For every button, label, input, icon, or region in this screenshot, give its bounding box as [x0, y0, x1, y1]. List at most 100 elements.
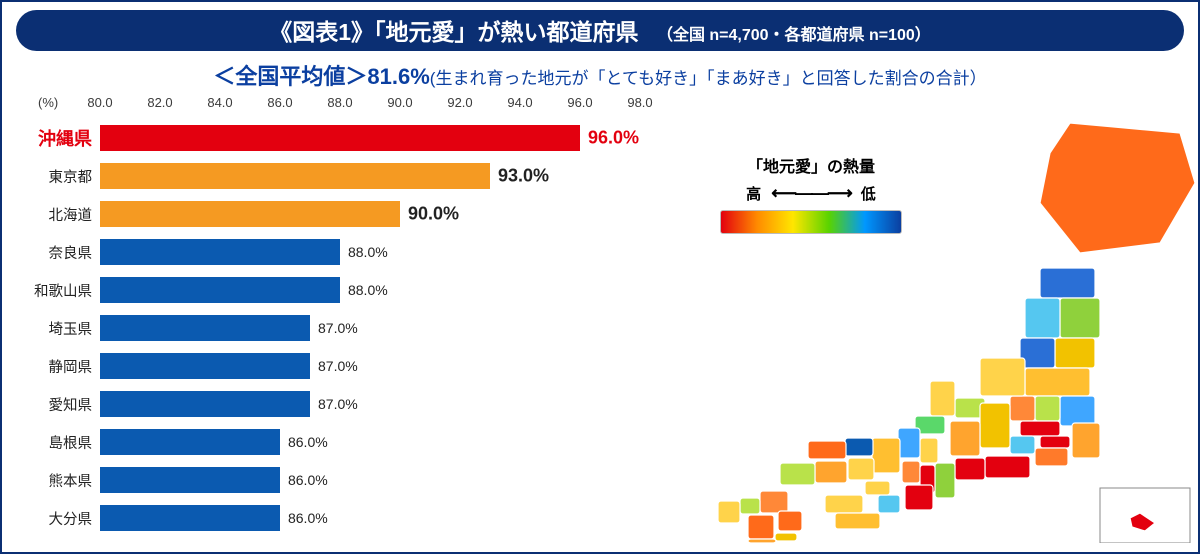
prefecture-福岡県 [760, 491, 788, 513]
prefecture-福島県 [1025, 368, 1090, 396]
prefecture-京都府 [898, 428, 920, 458]
bar-label: 愛知県 [20, 394, 100, 415]
bar-row: 大分県 86.0% [20, 499, 640, 537]
bar-value: 87.0% [318, 358, 358, 374]
prefecture-山口県 [780, 463, 815, 485]
prefecture-山梨県 [1010, 436, 1035, 454]
bar-row: 島根県 86.0% [20, 423, 640, 461]
prefecture-新潟県 [980, 358, 1025, 396]
prefecture-静岡県 [985, 456, 1030, 478]
prefecture-熊本県 [748, 515, 774, 539]
bar-label: 和歌山県 [20, 280, 100, 301]
bar-row: 熊本県 86.0% [20, 461, 640, 499]
bar-row: 沖縄県 96.0% [20, 119, 640, 157]
figure-frame: 《図表1》「地元愛」が熱い都道府県 （全国 n=4,700・各都道府県 n=10… [0, 0, 1200, 554]
subtitle-lead: ＜全国平均値＞81.6% [213, 64, 429, 89]
bar-label: 埼玉県 [20, 318, 100, 339]
prefecture-岡山県 [848, 458, 874, 480]
bar-value: 96.0% [588, 128, 639, 149]
bar-track: 86.0% [100, 499, 640, 537]
prefecture-北海道 [1040, 123, 1195, 253]
bar-track: 88.0% [100, 271, 640, 309]
prefecture-岩手県 [1060, 298, 1100, 338]
prefecture-高知県 [835, 513, 880, 529]
bar [100, 315, 310, 341]
bar-label: 奈良県 [20, 242, 100, 263]
bar-value: 86.0% [288, 434, 328, 450]
bar-value: 93.0% [498, 166, 549, 187]
bar [100, 467, 280, 493]
bar-label: 北海道 [20, 204, 100, 225]
japan-map [640, 103, 1200, 543]
prefecture-長崎県 [718, 501, 740, 523]
prefecture-石川県 [930, 381, 955, 416]
bar-track: 87.0% [100, 309, 640, 347]
prefecture-兵庫県 [872, 438, 900, 473]
bar [100, 239, 340, 265]
bar-label: 大分県 [20, 508, 100, 529]
prefecture-青森県 [1040, 268, 1095, 298]
x-tick: 94.0 [507, 95, 532, 110]
prefecture-鹿児島県 [748, 539, 776, 543]
bar-label: 熊本県 [20, 470, 100, 491]
x-tick: 96.0 [567, 95, 592, 110]
x-axis: 80.082.084.086.088.090.092.094.096.098.0 [100, 95, 640, 113]
bar-row: 北海道90.0% [20, 195, 640, 233]
bar [100, 163, 490, 189]
bar-track: 90.0% [100, 195, 640, 233]
bar-track: 87.0% [100, 385, 640, 423]
bar-value: 87.0% [318, 396, 358, 412]
bar-value: 88.0% [348, 282, 388, 298]
title-main: 《図表1》「地元愛」が熱い都道府県 [269, 19, 638, 45]
bar-track: 93.0% [100, 157, 640, 195]
bar-row: 静岡県 87.0% [20, 347, 640, 385]
prefecture-栃木県 [1035, 396, 1060, 421]
bar-label: 島根県 [20, 432, 100, 453]
bar [100, 429, 280, 455]
prefecture-岐阜県 [950, 421, 980, 456]
prefecture-香川県 [865, 481, 890, 495]
bar [100, 277, 340, 303]
bar [100, 353, 310, 379]
bar-row: 東京都93.0% [20, 157, 640, 195]
prefecture-和歌山県 [905, 485, 933, 510]
prefecture-島根県 [808, 441, 846, 459]
map-panel: 「地元愛」の熱量 高 ⟵——⟶ 低 [640, 93, 1180, 95]
prefecture-大阪府 [902, 461, 920, 483]
bar-row: 和歌山県 88.0% [20, 271, 640, 309]
x-tick: 88.0 [327, 95, 352, 110]
prefecture-愛知県 [955, 458, 985, 480]
prefecture-大分県 [778, 511, 802, 531]
bar-track: 88.0% [100, 233, 640, 271]
prefecture-埼玉県 [1020, 421, 1060, 436]
prefecture-長野県 [980, 403, 1010, 448]
bar-track: 86.0% [100, 423, 640, 461]
bar-label: 沖縄県 [20, 125, 100, 151]
bar-value: 88.0% [348, 244, 388, 260]
bar-row: 奈良県 88.0% [20, 233, 640, 271]
x-tick: 86.0 [267, 95, 292, 110]
prefecture-宮崎県 [775, 533, 797, 541]
prefecture-三重県 [935, 463, 955, 498]
prefecture-鳥取県 [845, 438, 873, 456]
bar-value: 86.0% [288, 510, 328, 526]
bar-value: 86.0% [288, 472, 328, 488]
bar [100, 391, 310, 417]
title-sub: （全国 n=4,700・各都道府県 n=100） [643, 27, 931, 44]
prefecture-広島県 [815, 461, 847, 483]
bar-list: 沖縄県96.0%東京都93.0%北海道90.0%奈良県88.0%和歌山県88.0… [20, 119, 640, 537]
bar-track: 96.0% [100, 119, 640, 157]
subtitle: ＜全国平均値＞81.6%(生まれ育った地元が「とても好き」「まあ好き」と回答した… [2, 59, 1198, 91]
bar-track: 87.0% [100, 347, 640, 385]
prefecture-徳島県 [878, 495, 900, 513]
bar-track: 86.0% [100, 461, 640, 499]
bar-label: 静岡県 [20, 356, 100, 377]
prefecture-秋田県 [1025, 298, 1060, 338]
bar-row: 埼玉県87.0% [20, 309, 640, 347]
title-bar: 《図表1》「地元愛」が熱い都道府県 （全国 n=4,700・各都道府県 n=10… [16, 10, 1184, 51]
prefecture-神奈川県 [1035, 448, 1068, 466]
prefecture-佐賀県 [740, 498, 760, 514]
prefecture-群馬県 [1010, 396, 1035, 421]
subtitle-note: (生まれ育った地元が「とても好き」「まあ好き」と回答した割合の合計） [430, 69, 987, 88]
axis-unit: (%) [38, 95, 58, 110]
